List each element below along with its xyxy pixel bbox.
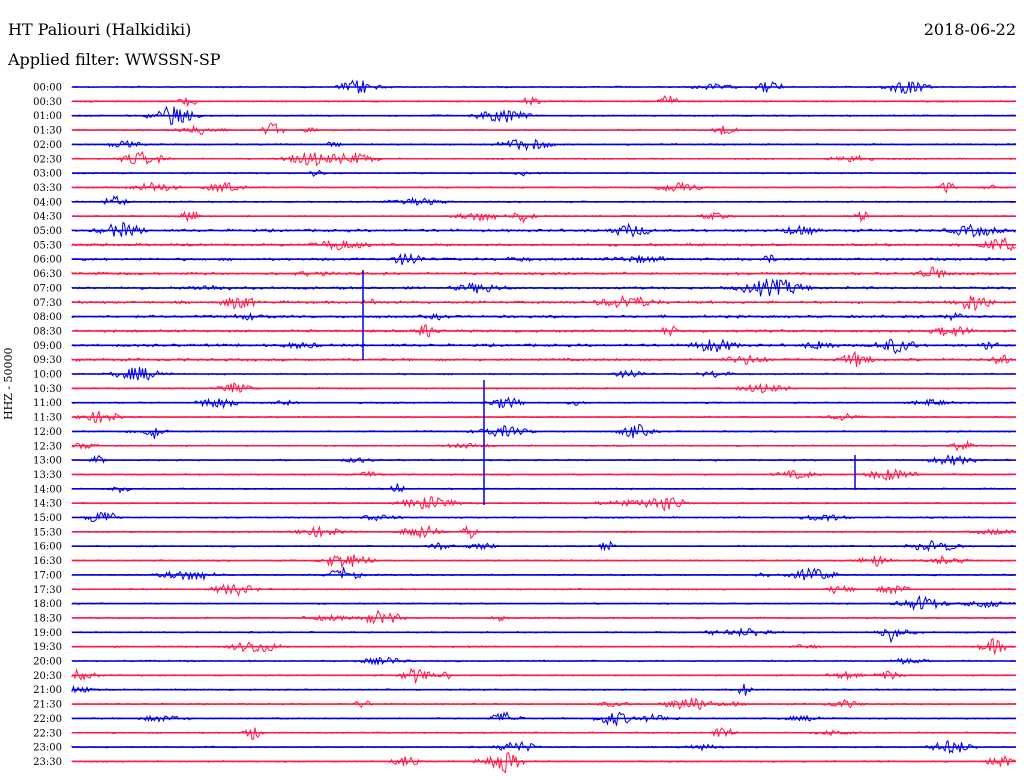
row-time-label: 07:00: [33, 283, 62, 294]
row-time-label: 11:00: [33, 398, 62, 409]
seismic-trace-row: [71, 221, 1016, 238]
row-time-label: 17:00: [33, 570, 62, 581]
seismic-trace-row: [71, 567, 1016, 582]
row-time-label: 09:00: [33, 341, 62, 352]
row-time-label: 03:00: [33, 169, 62, 180]
filter-label: Applied filter: WWSSN-SP: [8, 50, 221, 69]
row-time-label: 07:30: [33, 298, 62, 309]
row-time-label: 16:30: [33, 556, 62, 567]
row-time-label: 23:30: [33, 757, 62, 768]
seismic-trace-row: [71, 122, 1016, 136]
row-time-label: 13:00: [33, 456, 62, 467]
row-time-label: 16:00: [33, 542, 62, 553]
row-time-label: 02:30: [33, 154, 62, 165]
row-time-label: 05:00: [33, 226, 62, 237]
row-time-label: 10:30: [33, 384, 62, 395]
row-time-label: 18:30: [33, 613, 62, 624]
row-time-label: 22:30: [33, 728, 62, 739]
row-time-label: 00:30: [33, 97, 62, 108]
row-time-label: 14:30: [33, 499, 62, 510]
row-time-label: 22:00: [33, 714, 62, 725]
row-time-label: 08:00: [33, 312, 62, 323]
row-time-label: 21:00: [33, 685, 62, 696]
row-time-label: 09:30: [33, 355, 62, 366]
seismic-trace-row: [71, 338, 1016, 355]
seismic-trace-row: [71, 626, 1016, 644]
row-time-label: 10:00: [33, 370, 62, 381]
row-time-label: 19:00: [33, 628, 62, 639]
row-time-label: 14:00: [33, 484, 62, 495]
row-time-label: 01:30: [33, 126, 62, 137]
row-time-label: 20:30: [33, 671, 62, 682]
seismic-trace-row: [71, 667, 1016, 684]
row-time-label: 08:30: [33, 326, 62, 337]
row-time-label: 00:00: [33, 83, 62, 94]
row-time-label: 12:30: [33, 441, 62, 452]
seismic-trace-row: [71, 483, 1016, 494]
seismic-trace-row: [71, 195, 1016, 207]
row-time-label: 11:30: [33, 413, 62, 424]
row-time-label: 19:30: [33, 642, 62, 653]
row-time-label: 18:00: [33, 599, 62, 610]
row-time-label: 21:30: [33, 700, 62, 711]
seismic-trace-row: [71, 266, 1016, 279]
row-time-label: 06:30: [33, 269, 62, 280]
seismic-trace-row: [71, 609, 1016, 625]
row-time-label: 01:00: [33, 111, 62, 122]
row-time-label: 02:00: [33, 140, 62, 151]
row-time-label: 23:00: [33, 743, 62, 754]
row-time-label: 04:30: [33, 212, 62, 223]
station-title: HT Paliouri (Halkidiki): [8, 20, 192, 39]
row-time-label: 03:30: [33, 183, 62, 194]
row-time-label: 13:30: [33, 470, 62, 481]
row-time-label: 15:30: [33, 527, 62, 538]
row-time-label: 05:30: [33, 240, 62, 251]
row-time-label: 20:00: [33, 657, 62, 668]
row-time-label: 12:00: [33, 427, 62, 438]
row-time-label: 06:00: [33, 255, 62, 266]
seismic-trace-row: [71, 294, 1016, 312]
row-time-label: 04:00: [33, 197, 62, 208]
date-label: 2018-06-22: [923, 20, 1016, 39]
row-time-label: 15:00: [33, 513, 62, 524]
row-time-label: 17:30: [33, 585, 62, 596]
seismic-trace-row: [71, 751, 1016, 774]
